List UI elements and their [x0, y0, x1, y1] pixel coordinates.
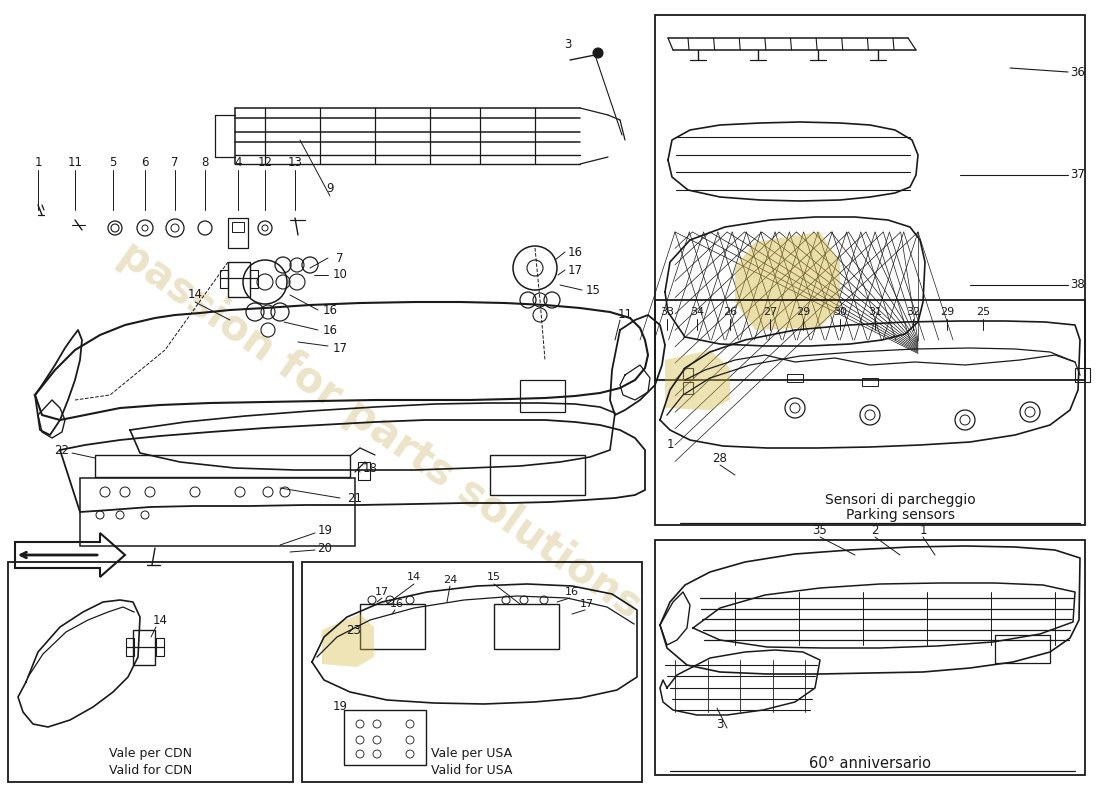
- Text: 38: 38: [1070, 278, 1085, 291]
- Text: 17: 17: [568, 263, 583, 277]
- Bar: [302, 562, 642, 782]
- Text: 35: 35: [813, 523, 827, 537]
- Bar: [232, 222, 244, 232]
- Polygon shape: [735, 232, 840, 330]
- Text: Parking sensors: Parking sensors: [846, 508, 955, 522]
- Bar: [228, 262, 250, 297]
- Text: 60° anniversario: 60° anniversario: [808, 755, 931, 770]
- Bar: [654, 540, 1085, 775]
- Text: 27: 27: [763, 307, 777, 317]
- Text: 16: 16: [322, 303, 338, 317]
- Text: 10: 10: [332, 269, 348, 282]
- Text: 14: 14: [153, 614, 167, 626]
- Text: 11: 11: [617, 309, 632, 322]
- Text: passion for parts solutions: passion for parts solutions: [111, 233, 649, 627]
- Text: 16: 16: [390, 599, 404, 609]
- Text: 19: 19: [332, 701, 348, 714]
- Text: 22: 22: [55, 443, 69, 457]
- Text: 15: 15: [585, 283, 601, 297]
- Bar: [996, 635, 1050, 663]
- Text: 16: 16: [322, 323, 338, 337]
- Bar: [133, 630, 155, 665]
- Text: 16: 16: [568, 246, 583, 258]
- Text: 24: 24: [443, 575, 458, 585]
- Text: 37: 37: [1070, 169, 1085, 182]
- Text: 16: 16: [565, 587, 579, 597]
- Text: 11: 11: [67, 155, 82, 169]
- Bar: [654, 15, 1085, 380]
- Bar: [654, 300, 1085, 525]
- Text: 17: 17: [375, 587, 389, 597]
- Text: 29: 29: [939, 307, 954, 317]
- Polygon shape: [666, 350, 730, 410]
- Circle shape: [593, 48, 603, 58]
- Text: 23: 23: [346, 623, 362, 637]
- Bar: [1075, 368, 1090, 382]
- Text: 31: 31: [868, 307, 882, 317]
- Text: 34: 34: [690, 307, 704, 317]
- Text: 14: 14: [407, 572, 421, 582]
- Text: 13: 13: [287, 155, 303, 169]
- Text: 17: 17: [580, 599, 594, 609]
- Text: 30: 30: [833, 307, 847, 317]
- Bar: [360, 604, 425, 649]
- Text: 29: 29: [796, 307, 810, 317]
- Bar: [156, 638, 164, 656]
- Text: 1: 1: [34, 155, 42, 169]
- Text: 9: 9: [327, 182, 333, 194]
- Text: 5: 5: [109, 155, 117, 169]
- Text: 7: 7: [337, 251, 343, 265]
- Text: 19: 19: [318, 523, 332, 537]
- Text: 32: 32: [906, 307, 920, 317]
- Text: 26: 26: [723, 307, 737, 317]
- Text: 2: 2: [871, 523, 879, 537]
- Bar: [490, 455, 585, 495]
- Text: 25: 25: [976, 307, 990, 317]
- Bar: [250, 270, 258, 288]
- Text: 3: 3: [716, 718, 724, 731]
- Bar: [520, 380, 565, 412]
- Bar: [95, 455, 350, 477]
- Text: 14: 14: [187, 289, 202, 302]
- Bar: [494, 604, 559, 649]
- Bar: [228, 218, 248, 248]
- Text: 21: 21: [348, 491, 363, 505]
- Text: 12: 12: [257, 155, 273, 169]
- Text: Sensori di parcheggio: Sensori di parcheggio: [825, 493, 976, 507]
- Bar: [358, 462, 370, 480]
- Text: 1: 1: [667, 438, 673, 451]
- Bar: [80, 478, 355, 546]
- Bar: [220, 270, 228, 288]
- Polygon shape: [322, 614, 374, 667]
- Text: 4: 4: [234, 155, 242, 169]
- Text: 7: 7: [172, 155, 178, 169]
- Text: 33: 33: [660, 307, 674, 317]
- Text: 36: 36: [1070, 66, 1085, 78]
- Text: 8: 8: [201, 155, 209, 169]
- Text: 1: 1: [920, 523, 926, 537]
- Text: 15: 15: [487, 572, 500, 582]
- Text: 3: 3: [564, 38, 572, 51]
- Bar: [683, 368, 693, 380]
- Text: Valid for USA: Valid for USA: [431, 763, 513, 777]
- Text: Vale per USA: Vale per USA: [431, 747, 513, 761]
- Text: 17: 17: [332, 342, 348, 354]
- Bar: [683, 382, 693, 394]
- Text: 20: 20: [318, 542, 332, 554]
- Text: 6: 6: [141, 155, 149, 169]
- Text: 28: 28: [713, 451, 727, 465]
- Bar: [786, 374, 803, 382]
- Text: 18: 18: [363, 462, 377, 474]
- Bar: [344, 710, 426, 765]
- Bar: [862, 378, 878, 386]
- Text: Valid for CDN: Valid for CDN: [109, 763, 192, 777]
- Bar: [126, 638, 134, 656]
- Bar: [8, 562, 293, 782]
- Text: Vale per CDN: Vale per CDN: [109, 747, 192, 761]
